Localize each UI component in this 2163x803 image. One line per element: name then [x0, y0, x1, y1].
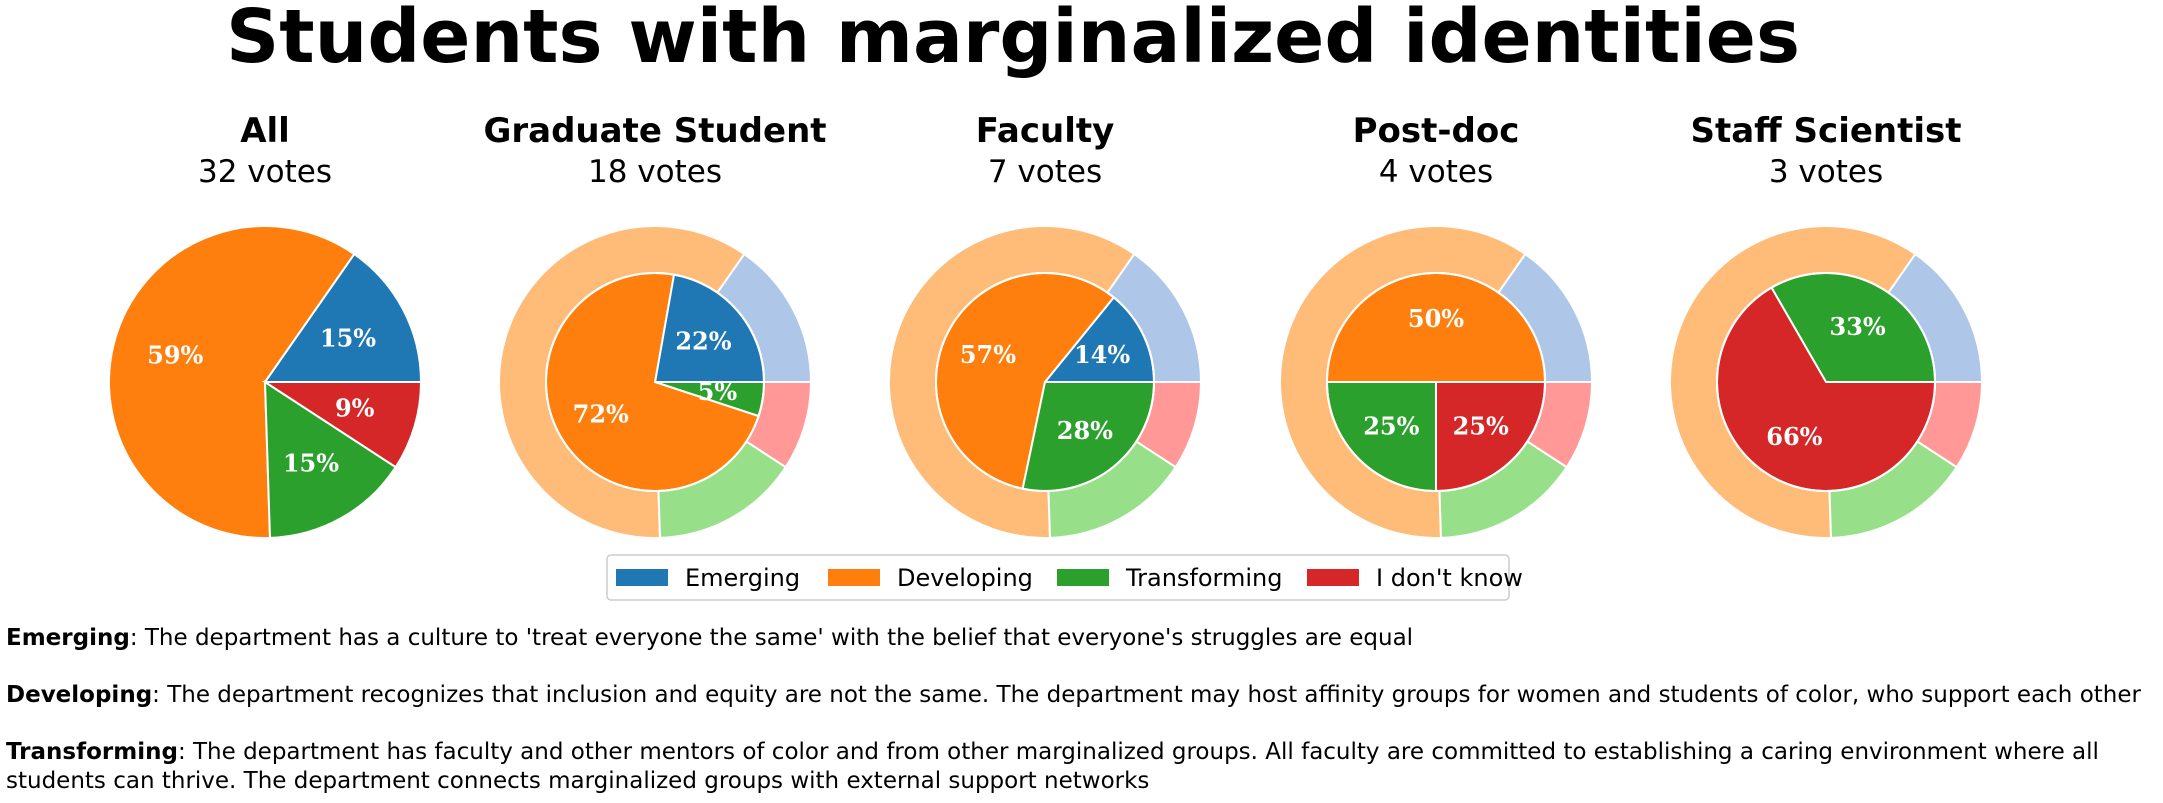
inner-pie-outline	[545, 272, 765, 492]
description-term: Transforming	[6, 739, 178, 765]
percent-label: 15%	[320, 324, 376, 353]
panel-title: Post-doc	[1353, 111, 1520, 151]
description-term: Developing	[6, 682, 153, 708]
percent-label: 66%	[1766, 422, 1822, 451]
legend-item: Emerging	[616, 564, 800, 592]
percent-label: 50%	[1408, 304, 1464, 333]
percent-label: 14%	[1074, 340, 1130, 369]
chart-title: Students with marginalized identities	[226, 0, 1800, 80]
percent-label: 5%	[698, 377, 738, 406]
panel-title: Faculty	[976, 111, 1115, 151]
slice-emerging	[263, 252, 423, 383]
inner-pie-outline	[1326, 272, 1546, 492]
slice-i-don-t-know	[261, 381, 423, 469]
percent-label: 25%	[1453, 412, 1509, 441]
description-text: : The department recognizes that inclusi…	[152, 682, 2141, 708]
panel-votes: 4 votes	[1379, 154, 1493, 190]
panel-votes: 18 votes	[588, 154, 722, 190]
slice-transforming	[263, 380, 398, 539]
legend-swatch	[1307, 569, 1359, 586]
description-transforming: Transforming: The department has faculty…	[6, 738, 2156, 796]
percent-label: 22%	[675, 326, 731, 355]
description-text: : The department has faculty and other m…	[6, 739, 2099, 794]
panel-votes: 7 votes	[988, 154, 1102, 190]
percent-label: 9%	[335, 394, 375, 423]
description-developing: Developing: The department recognizes th…	[6, 681, 2156, 710]
percent-label: 72%	[573, 399, 629, 428]
legend-label: Transforming	[1125, 564, 1283, 592]
description-term: Emerging	[6, 625, 130, 651]
percent-label: 33%	[1830, 312, 1886, 341]
percent-label: 57%	[960, 340, 1016, 369]
legend-item: Transforming	[1057, 564, 1283, 592]
inner-pie-outline	[935, 272, 1155, 492]
percent-label: 25%	[1363, 412, 1419, 441]
legend-swatch	[1057, 569, 1109, 586]
chart: Students with marginalized identities Al…	[108, 0, 1984, 601]
percent-label: 28%	[1057, 416, 1113, 445]
legend-label: Emerging	[685, 564, 800, 592]
legend-swatch	[616, 569, 668, 586]
percent-label: 59%	[147, 340, 203, 369]
inner-pie-outline	[1716, 272, 1936, 492]
panel-title: All	[240, 111, 290, 151]
legend-swatch	[828, 569, 880, 586]
panel-title: Staff Scientist	[1690, 111, 1961, 151]
slice-developing	[108, 225, 356, 539]
description-emerging: Emerging: The department has a culture t…	[6, 624, 2156, 653]
panel-title: Graduate Student	[483, 111, 826, 151]
legend: Emerging Developing Transforming I don't kn…	[606, 554, 1523, 601]
description-text: : The department has a culture to 'treat…	[129, 625, 1414, 651]
panel-votes: 32 votes	[198, 154, 332, 190]
legend-item: Developing	[828, 564, 1033, 592]
legend-label: Developing	[897, 564, 1033, 592]
percent-label: 15%	[283, 449, 339, 478]
legend-item: I don't know	[1307, 564, 1523, 592]
panel-votes: 3 votes	[1769, 154, 1883, 190]
legend-label: I don't know	[1376, 564, 1523, 592]
